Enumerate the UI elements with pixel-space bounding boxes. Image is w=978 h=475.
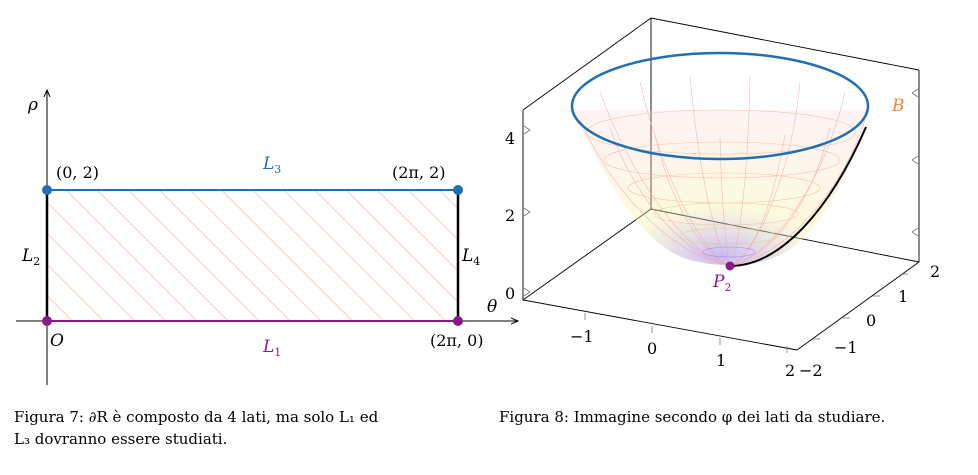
- paraboloid-rings: [585, 109, 857, 258]
- z-tick-0: 0: [505, 284, 515, 303]
- y-tick-neg1: −1: [834, 338, 858, 357]
- point-2pi-0-label: (2π, 0): [430, 331, 484, 350]
- point-0-2-label: (0, 2): [56, 163, 99, 182]
- figure-8-caption: Figura 8: Immagine secondo φ dei lati da…: [499, 408, 886, 426]
- theta-label: θ: [487, 297, 497, 317]
- label-B: B: [891, 96, 905, 116]
- figure-7-caption-line2: L₃ dovranno essere studiati.: [14, 430, 228, 448]
- y-tick-0: 0: [866, 311, 876, 330]
- L3-label: L3: [262, 154, 281, 176]
- y-tick-1: 1: [898, 287, 908, 306]
- y-tick-2: 2: [930, 262, 940, 281]
- paraboloid-surface: [572, 110, 868, 265]
- x-tick-0: 0: [647, 339, 657, 358]
- point-2pi-2: [453, 185, 463, 195]
- origin-label: O: [50, 331, 64, 351]
- rho-label: ρ: [27, 95, 38, 115]
- point-origin: [42, 316, 52, 326]
- L4-label: L4: [461, 246, 480, 268]
- figure-7-caption-line1: Figura 7: ∂R è composto da 4 lati, ma so…: [14, 408, 379, 426]
- x-tick-2: 2: [785, 361, 795, 380]
- x-tick-neg1: −1: [570, 327, 594, 346]
- point-2pi-2-label: (2π, 2): [392, 163, 446, 182]
- curve-L1-image: [729, 126, 867, 267]
- figure-7: ρ θ O L3 L1 L2 L4 (0, 2) (2π, 2) (2π, 0): [16, 90, 518, 385]
- point-P2: [725, 261, 735, 271]
- z-tick-4: 4: [505, 129, 515, 148]
- point-2pi-0: [453, 316, 463, 326]
- figure-8: B P2 4 2 0 −1 0 1 2 −2 −1 0 1 2: [505, 17, 940, 380]
- curve-B: [570, 51, 870, 161]
- y-tick-neg2: −2: [799, 361, 823, 380]
- figures-canvas: ρ θ O L3 L1 L2 L4 (0, 2) (2π, 2) (2π, 0): [16, 17, 940, 385]
- figure-7-caption: Figura 7: ∂R è composto da 4 lati, ma so…: [14, 406, 484, 450]
- x-tick-1: 1: [716, 351, 726, 370]
- point-0-2: [42, 185, 52, 195]
- L1-label: L1: [262, 337, 281, 359]
- paraboloid-mesh: [579, 75, 866, 266]
- region-R: [47, 190, 458, 321]
- label-P2: P2: [712, 272, 731, 294]
- L2-label: L2: [21, 246, 40, 268]
- z-tick-2: 2: [505, 206, 515, 225]
- box-ticks: [523, 88, 919, 353]
